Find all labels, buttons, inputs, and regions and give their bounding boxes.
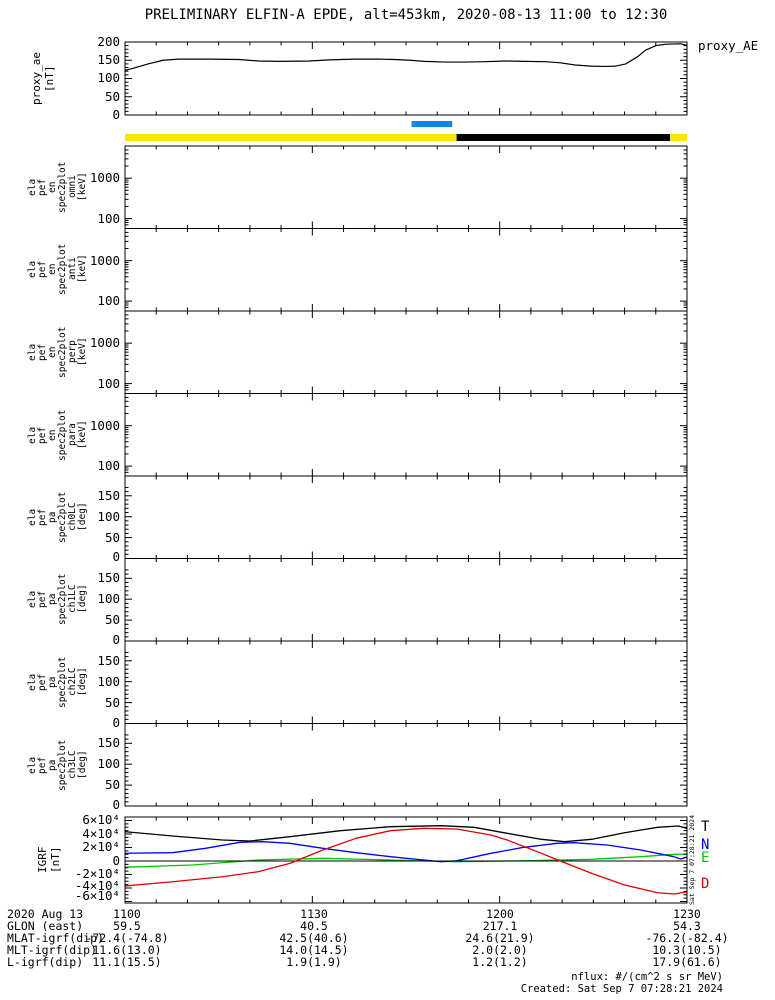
glon-value: 40.5	[300, 919, 328, 933]
ae-right-label: proxy_AE	[698, 38, 759, 53]
igrf-N-line	[124, 841, 688, 863]
pa-ch2lc-ytick-150: 150	[97, 653, 120, 668]
coverage-bar-segment	[125, 134, 457, 141]
spec-perp-ytick-1000: 1000	[89, 335, 120, 350]
created-timestamp: Created: Sat Sep 7 07:28:21 2024	[520, 982, 723, 995]
side-timestamp: Sat Sep 7 07:28:21 2024	[688, 815, 696, 905]
mlat-value: -72.4(-74.8)	[85, 931, 169, 945]
igrf-ytick-m4: -4×10⁴	[74, 878, 120, 893]
ae-ytick-0: 0	[112, 107, 120, 122]
l-value: 1.2(1.2)	[472, 955, 528, 969]
ae-ytick-150: 150	[97, 52, 120, 67]
igrf-E-line	[124, 853, 688, 868]
igrf-ytick-p4: 4×10⁴	[82, 826, 120, 841]
pa-ch3lc-ytick-50: 50	[104, 777, 120, 792]
igrf-ytick-0: 0	[112, 853, 120, 868]
flux-units-note: nflux: #/(cm^2 s sr MeV)	[571, 971, 723, 983]
side-timestamp-text: Sat Sep 7 07:28:21 2024	[688, 814, 696, 905]
pa-ch3lc-ytick-150: 150	[97, 735, 120, 750]
spec-omni-ytick-100: 100	[97, 211, 120, 226]
xtick-label: 1230	[673, 907, 701, 921]
pa-ch1lc-ytick-50: 50	[104, 612, 120, 627]
igrf-legend-E: E	[701, 850, 710, 866]
coverage-bar-segment	[670, 134, 687, 141]
pa-ch2lc-ytick-0: 0	[112, 715, 120, 730]
panel-frame	[124, 228, 688, 312]
pa-ch0lc-ytick-150: 150	[97, 488, 120, 503]
mlt-value: 14.0(14.5)	[279, 943, 349, 957]
glon-value: 54.3	[673, 919, 701, 933]
pa-ch3lc-ytick-100: 100	[97, 756, 120, 771]
mlt-value: 2.0(2.0)	[472, 943, 528, 957]
pa-ch1lc-ytick-100: 100	[97, 591, 120, 606]
spec-para-ytick-100: 100	[97, 458, 120, 473]
spec-anti-ytick-100: 100	[97, 293, 120, 308]
ae-ytick-200: 200	[97, 34, 120, 49]
panel-frame	[124, 640, 688, 724]
mlat-value: 24.6(21.9)	[465, 931, 535, 945]
glon-value: 59.5	[113, 919, 141, 933]
ae-ytick-50: 50	[104, 89, 120, 104]
date-label: 2020 Aug 13	[7, 907, 84, 921]
pa-ch0lc-ytick-50: 50	[104, 530, 120, 545]
igrf-ytick-p6: 6×10⁴	[82, 812, 120, 827]
plot-title: PRELIMINARY ELFIN-A EPDE, alt=453km, 202…	[144, 7, 668, 23]
igrf-legend-N: N	[701, 837, 710, 853]
coverage-bar-segment	[456, 134, 671, 141]
blue-interval-marker	[411, 121, 453, 127]
l-row-label: L-igrf(dip)	[7, 955, 84, 969]
pa-ch1lc-ytick-0: 0	[112, 632, 120, 647]
igrf-ytick-m6: -6×10⁴	[74, 888, 120, 903]
pa-ch2lc-ytick-50: 50	[104, 695, 120, 710]
spec-anti-ytick-1000: 1000	[89, 253, 120, 268]
panel-frame	[124, 475, 688, 559]
l-value: 1.9(1.9)	[286, 955, 342, 969]
igrf-D-line	[124, 827, 688, 895]
spec-perp-ytick-100: 100	[97, 376, 120, 391]
proxy-ae-line	[124, 43, 688, 72]
pa-ch2lc-ytick-100: 100	[97, 674, 120, 689]
xtick-label: 1100	[113, 907, 141, 921]
mlt-row-label: MLT-igrf(dip)	[7, 943, 98, 957]
igrf-T-line	[124, 825, 688, 843]
xtick-label: 1130	[300, 907, 328, 921]
glon-row-label: GLON (east)	[7, 919, 84, 933]
ae-ytick-100: 100	[97, 70, 120, 85]
pa-ch0lc-ytick-100: 100	[97, 509, 120, 524]
igrf-legend-D: D	[701, 876, 710, 892]
spec-para-ytick-1000: 1000	[89, 418, 120, 433]
mlat-value: -76.2(-82.4)	[645, 931, 729, 945]
mlat-row-label: MLAT-igrf(dip)	[7, 931, 104, 945]
mlt-value: 11.6(13.0)	[92, 943, 162, 957]
panel-frame	[124, 145, 688, 229]
pa-ch3lc-ytick-0: 0	[112, 797, 120, 812]
mlt-value: 10.3(10.5)	[652, 943, 722, 957]
footer: nflux: #/(cm^2 s sr MeV) Created: Sat Se…	[400, 971, 723, 995]
mlat-value: 42.5(40.6)	[279, 931, 349, 945]
glon-value: 217.1	[482, 919, 518, 933]
panel-frame	[124, 558, 688, 642]
spec-omni-ytick-1000: 1000	[89, 170, 120, 185]
igrf-legend-T: T	[701, 819, 710, 835]
ae-y-axis-label-line: proxy_ae	[30, 52, 43, 105]
xtick-label: 1200	[486, 907, 514, 921]
pa-ch1lc-ytick-150: 150	[97, 570, 120, 585]
l-value: 17.9(61.6)	[652, 955, 722, 969]
panel-frame	[124, 310, 688, 394]
igrf-ytick-m2: -2×10⁴	[74, 866, 120, 881]
panel-frame	[124, 393, 688, 477]
panel-frame	[124, 41, 688, 116]
pa-ch0lc-ytick-0: 0	[112, 549, 120, 564]
l-value: 11.1(15.5)	[92, 955, 162, 969]
igrf-ytick-p2: 2×10⁴	[82, 839, 120, 854]
panel-frame	[124, 723, 688, 807]
